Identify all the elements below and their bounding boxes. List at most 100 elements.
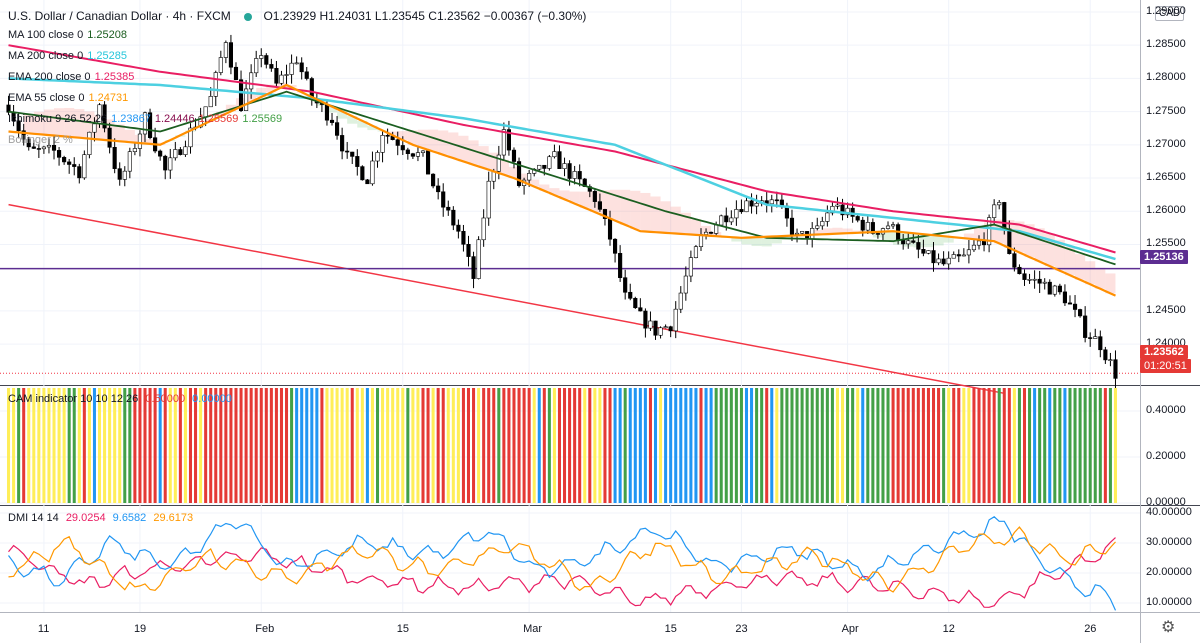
cam-bar — [451, 388, 455, 503]
cloud-segment — [1064, 246, 1076, 276]
candle — [350, 151, 355, 164]
candle-body-up — [673, 308, 678, 332]
candle-body-up — [173, 149, 178, 159]
cam-bar — [568, 388, 572, 503]
cam-bar — [1108, 388, 1112, 503]
cam-bar — [381, 388, 385, 503]
cam-bar — [305, 388, 309, 503]
candle — [663, 324, 668, 329]
cam-bar — [411, 388, 415, 503]
cam-bar — [249, 388, 253, 503]
candle — [764, 191, 769, 213]
candle — [335, 116, 340, 140]
candle — [653, 320, 658, 340]
candle — [486, 171, 491, 226]
candle-body-down — [941, 258, 946, 265]
candle-body-up — [188, 127, 193, 148]
candle-body-up — [168, 157, 173, 171]
candle — [117, 162, 122, 186]
candle — [729, 210, 734, 226]
candle-body-up — [703, 231, 709, 235]
candle-body-up — [688, 257, 693, 277]
candle — [329, 113, 335, 126]
cam-bar — [760, 388, 764, 503]
cam-bar — [239, 388, 243, 503]
candle-body-down — [739, 209, 744, 213]
settings-gear-icon[interactable]: ⚙ — [1161, 619, 1176, 636]
candle — [446, 200, 451, 216]
cloud-segment — [43, 109, 55, 136]
candle-body-up — [527, 173, 532, 181]
legend-row[interactable]: Bollinger 2 % — [8, 134, 77, 146]
cam-bar — [143, 388, 147, 503]
candle — [87, 131, 92, 159]
candle-body-down — [855, 216, 860, 221]
candle — [456, 219, 461, 239]
cloud-segment — [620, 189, 631, 225]
cloud-segment — [23, 114, 34, 134]
dmi-legend: DMI 14 14 29.0254 9.6582 29.6173 — [8, 512, 197, 524]
legend-row[interactable]: Ichimoku 9 26 52 26 1.23867 1.24446 1.25569… — [8, 113, 286, 125]
cam-bar — [881, 388, 885, 503]
candle-body-down — [638, 307, 643, 312]
cam-bar — [350, 388, 354, 503]
cam-bar — [664, 388, 668, 503]
candle — [855, 214, 860, 223]
cam-bar — [962, 388, 966, 503]
candle — [62, 155, 67, 165]
cloud-segment — [1034, 228, 1045, 262]
candle-body-down — [451, 209, 456, 226]
cam-bar — [992, 388, 996, 503]
candle-body-up — [375, 152, 380, 162]
dmi-tick-label: 20.00000 — [1146, 566, 1192, 578]
candle-body-down — [446, 206, 451, 211]
legend-row[interactable]: EMA 200 close 0 1.25385 — [8, 71, 138, 83]
candle-body-down — [628, 291, 633, 299]
candle — [633, 296, 638, 309]
cam-label[interactable]: CAM indicator 10 10 12 26 — [8, 393, 139, 405]
legend-row[interactable]: EMA 55 close 0 1.24731 — [8, 92, 132, 104]
candle-body-down — [400, 145, 405, 151]
candle-body-down — [324, 104, 330, 121]
candle-body-up — [865, 222, 870, 231]
candle-body-down — [597, 201, 602, 210]
cloud-segment — [1095, 267, 1106, 289]
cloud-segment — [1054, 239, 1065, 271]
candle-body-up — [961, 254, 966, 257]
cam-bar — [957, 388, 961, 503]
cloud-segment — [1085, 261, 1096, 285]
candle-body-up — [127, 151, 132, 172]
price-tick-label: 1.27500 — [1146, 104, 1186, 117]
candle-body-down — [410, 153, 415, 157]
candle-body-down — [228, 42, 233, 68]
symbol-title[interactable]: U.S. Dollar / Canadian Dollar · 4h · FXC… — [8, 9, 231, 23]
cam-bar — [431, 388, 435, 503]
legend-row[interactable]: MA 100 close 0 1.25208 — [8, 29, 131, 41]
time-tick-label: 12 — [942, 623, 955, 635]
dmi-label[interactable]: DMI 14 14 — [8, 512, 59, 524]
candle — [41, 145, 46, 154]
currency-badge[interactable]: CAD — [1155, 6, 1185, 21]
candle-body-up — [137, 133, 143, 149]
candle — [415, 147, 421, 162]
cloud-segment — [407, 130, 418, 145]
cloud-segment — [417, 129, 429, 149]
candle-body-down — [1067, 302, 1073, 305]
cam-bar — [780, 388, 784, 503]
cam-bar — [724, 388, 728, 503]
candle — [673, 301, 678, 339]
candle-body-up — [936, 258, 941, 264]
candle-body-up — [885, 225, 891, 229]
price-tick-label: 1.28500 — [1146, 38, 1186, 51]
candle — [1052, 284, 1057, 297]
cam-bar — [224, 388, 228, 503]
candle — [223, 40, 228, 64]
candle — [643, 308, 648, 338]
candle — [501, 122, 506, 161]
cam-bar — [684, 388, 688, 503]
cam-bar — [815, 388, 819, 503]
cam-bar — [835, 388, 839, 503]
legend-row[interactable]: MA 200 close 0 1.25285 — [8, 50, 131, 62]
cloud-segment — [54, 108, 65, 136]
